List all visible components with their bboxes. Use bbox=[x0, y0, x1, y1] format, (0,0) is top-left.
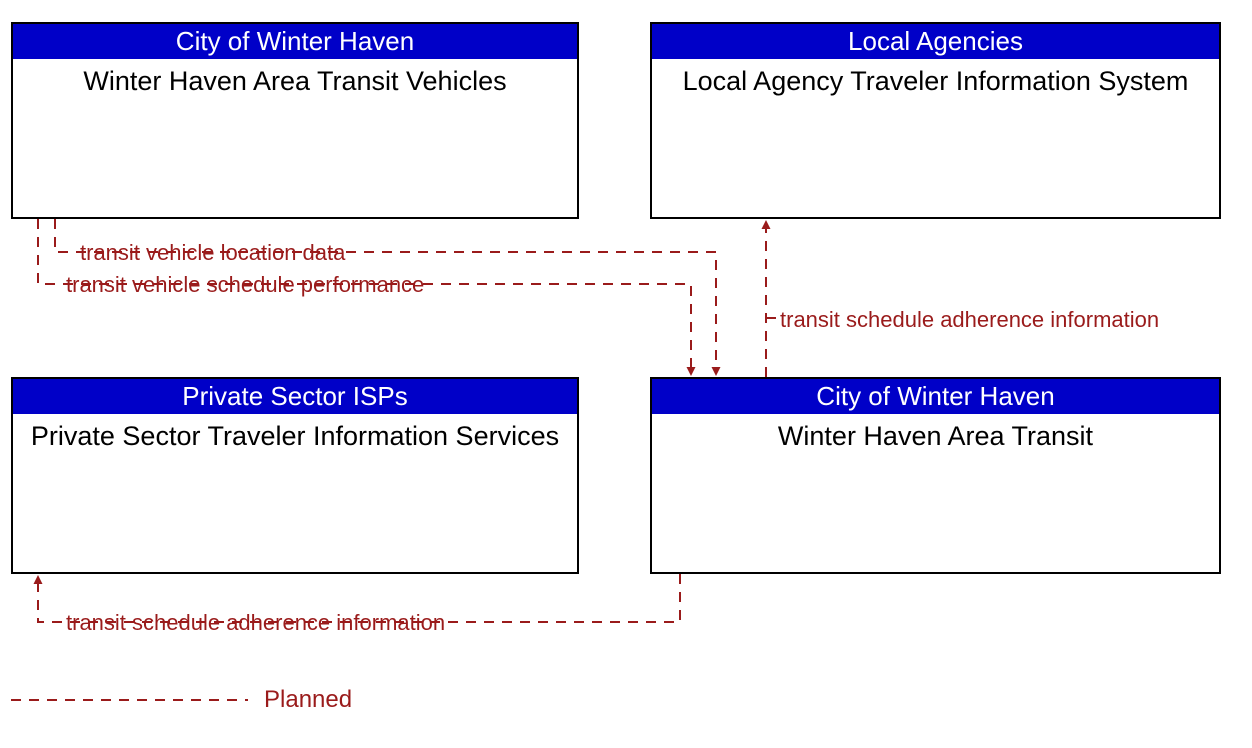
flow-label-loc-data: transit vehicle location data bbox=[80, 240, 345, 266]
node-body: Private Sector Traveler Information Serv… bbox=[13, 414, 577, 458]
node-bottom-right: City of Winter Haven Winter Haven Area T… bbox=[650, 377, 1221, 574]
node-header: City of Winter Haven bbox=[13, 24, 577, 59]
flow-label-adherence-left: transit schedule adherence information bbox=[66, 610, 445, 636]
node-body: Winter Haven Area Transit bbox=[652, 414, 1219, 458]
node-top-left: City of Winter Haven Winter Haven Area T… bbox=[11, 22, 579, 219]
flow-label-sched-perf: transit vehicle schedule performance bbox=[66, 272, 424, 298]
node-body: Winter Haven Area Transit Vehicles bbox=[13, 59, 577, 103]
legend-label-planned: Planned bbox=[264, 686, 352, 714]
node-header: Private Sector ISPs bbox=[13, 379, 577, 414]
node-header: Local Agencies bbox=[652, 24, 1219, 59]
flow-label-adherence-up: transit schedule adherence information bbox=[780, 307, 1159, 333]
node-body: Local Agency Traveler Information System bbox=[652, 59, 1219, 103]
node-top-right: Local Agencies Local Agency Traveler Inf… bbox=[650, 22, 1221, 219]
node-bottom-left: Private Sector ISPs Private Sector Trave… bbox=[11, 377, 579, 574]
node-header: City of Winter Haven bbox=[652, 379, 1219, 414]
